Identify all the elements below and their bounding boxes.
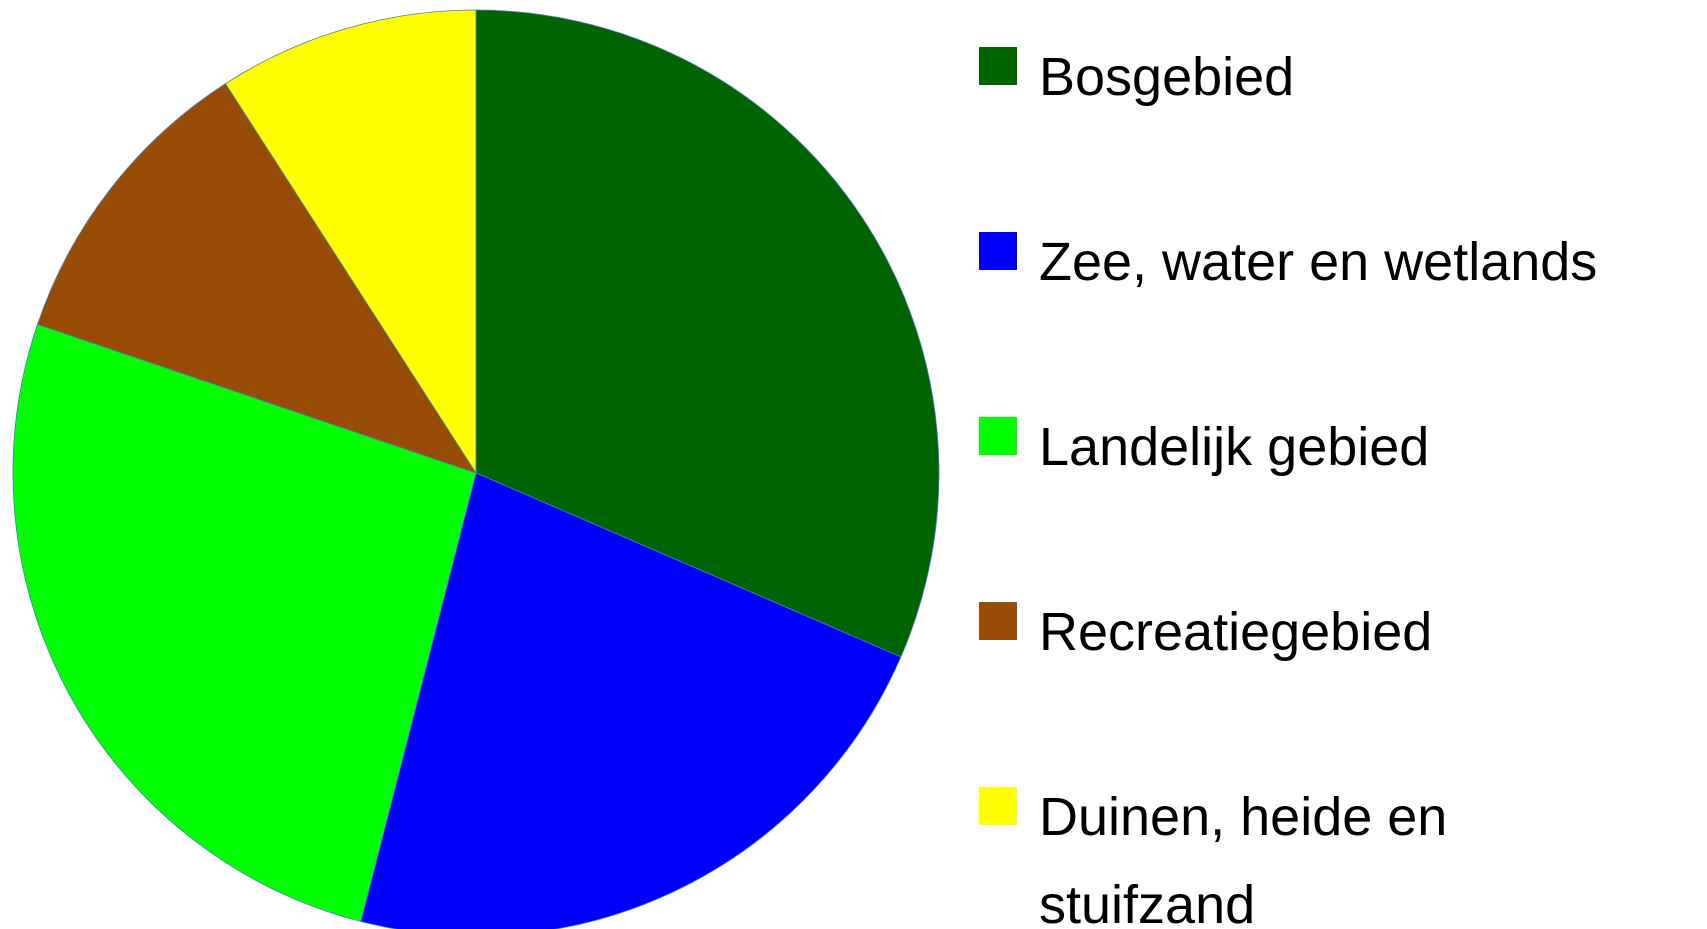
legend-label: Recreatiegebied: [1039, 602, 1433, 662]
legend-item: Duinen, heide en stuifzand: [979, 773, 1699, 929]
legend-label: Duinen, heide en stuifzand: [1039, 787, 1448, 929]
legend-item: Bosgebied: [979, 33, 1699, 121]
legend-swatch: [979, 602, 1017, 640]
legend-label: Landelijk gebied: [1039, 417, 1430, 477]
legend-item: Landelijk gebied: [979, 403, 1699, 491]
legend-swatch: [979, 232, 1017, 270]
legend-swatch: [979, 47, 1017, 85]
legend-label: Zee, water en wetlands: [1039, 232, 1598, 292]
pie-slice: [224, 9, 477, 475]
pie-slice: [475, 9, 940, 658]
legend-label: Bosgebied: [1039, 47, 1295, 107]
legend-swatch: [979, 417, 1017, 455]
pie-slice: [360, 472, 902, 929]
legend-item: Zee, water en wetlands: [979, 218, 1699, 306]
chart: [12, 9, 940, 929]
pie-slice: [12, 323, 477, 922]
legend-swatch: [979, 787, 1017, 825]
legend-item: Recreatiegebied: [979, 588, 1699, 676]
pie-slice: [36, 83, 477, 474]
